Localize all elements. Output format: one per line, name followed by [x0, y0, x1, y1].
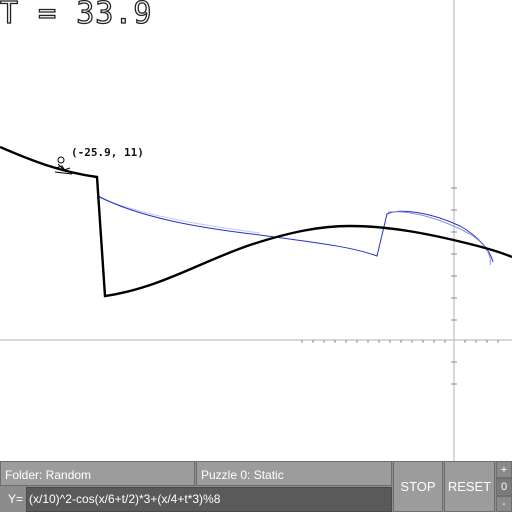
player-icon — [54, 156, 73, 175]
puzzle-selector[interactable]: Puzzle 0: Static — [196, 461, 392, 486]
stop-button[interactable]: STOP — [393, 461, 443, 512]
reset-button[interactable]: RESET — [444, 461, 495, 512]
timer-display: T = 33.9 — [0, 0, 153, 32]
graph-stage[interactable]: T = 33.9 (-25.9, 11) — [0, 0, 512, 461]
equation-input[interactable]: (x/10)^2-cos(x/6+t/2)*3+(x/4+t*3)%8 — [26, 487, 392, 512]
equation-prefix-label: Y= — [8, 492, 24, 506]
folder-selector[interactable]: Folder: Random — [0, 461, 195, 486]
zoom-in-button[interactable]: + — [496, 461, 512, 478]
zoom-level: 0 — [496, 478, 512, 496]
control-panel: Folder: Random Puzzle 0: Static Y= (x/10… — [0, 461, 512, 512]
current-curve — [0, 145, 512, 298]
graph-canvas — [0, 0, 512, 461]
player-coordinate-label: (-25.9, 11) — [71, 146, 144, 159]
zoom-out-button[interactable]: - — [496, 496, 512, 512]
y-axis-ticks — [451, 187, 457, 385]
x-axis-ticks — [301, 340, 499, 343]
previous-curve — [97, 195, 494, 263]
ghost-trail — [97, 196, 261, 234]
previous-curve-shadow — [387, 211, 491, 266]
